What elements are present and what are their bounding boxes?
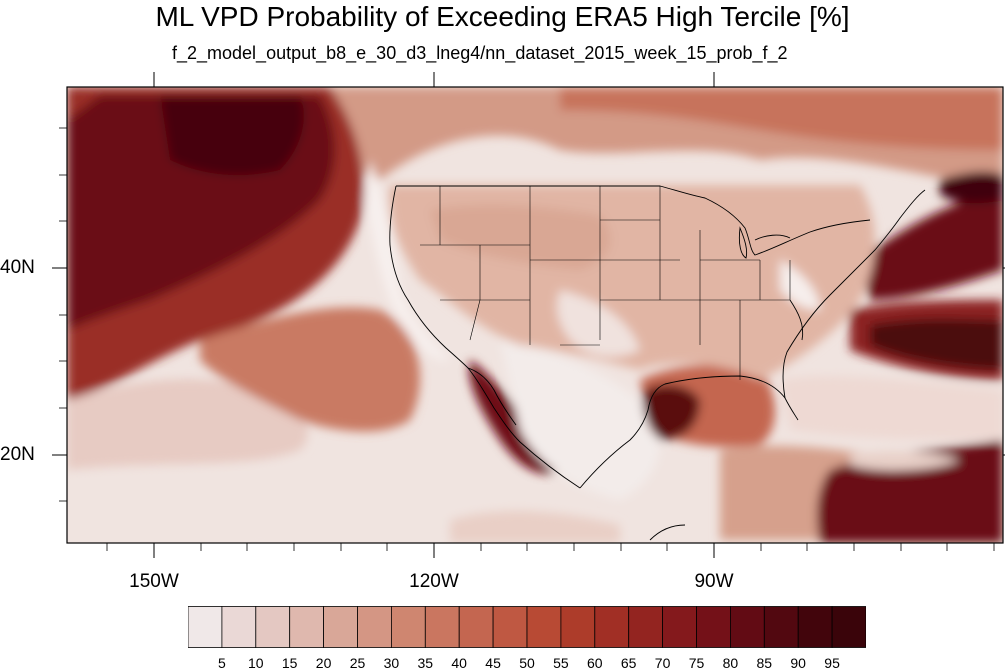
colorbar-box <box>696 606 731 648</box>
lon-label-150w: 150W <box>129 571 179 592</box>
coastlines <box>389 185 926 541</box>
colorbar-label: 5 <box>217 655 226 671</box>
probability-field <box>67 87 1003 543</box>
colorbar-box <box>458 606 494 648</box>
colorbar-box <box>390 606 426 648</box>
axis-ticks <box>52 72 1005 558</box>
colorbar-box <box>763 606 799 648</box>
colorbar-label: 95 <box>824 655 840 671</box>
colorbar-box <box>797 606 833 648</box>
colorbar-box <box>526 606 562 648</box>
colorbar-box <box>831 606 866 648</box>
lat-label-40n: 40N <box>0 257 35 278</box>
title: ML VPD Probability of Exceeding ERA5 Hig… <box>155 1 850 32</box>
state-boundaries <box>420 186 791 380</box>
colorbar-label: 80 <box>722 655 739 671</box>
colorbar-box <box>221 606 257 648</box>
colorbar-box <box>560 606 596 648</box>
colorbar-box <box>357 606 392 648</box>
colorbar <box>188 606 866 648</box>
colorbar-label: 70 <box>654 655 671 671</box>
colorbar-label: 15 <box>281 655 298 671</box>
colorbar-label: 65 <box>620 655 637 671</box>
map-panel <box>52 72 1005 558</box>
colorbar-box <box>662 606 697 648</box>
colorbar-label: 10 <box>248 655 264 671</box>
colorbar-label: 90 <box>790 655 806 671</box>
colorbar-label: 30 <box>383 655 400 671</box>
colorbar-label: 20 <box>315 655 332 671</box>
colorbar-label: 25 <box>349 655 366 671</box>
lon-label-120w: 120W <box>409 571 459 592</box>
colorbar-label: 75 <box>688 655 705 671</box>
colorbar-box <box>188 606 223 648</box>
colorbar-box <box>289 606 324 648</box>
lon-label-90w: 90W <box>694 571 734 592</box>
colorbar-label: 35 <box>417 655 434 671</box>
lat-label-20n: 20N <box>0 444 35 465</box>
colorbar-box <box>594 606 630 648</box>
subtitle: f_2_model_output_b8_e_30_d3_lneg4/nn_dat… <box>172 43 788 63</box>
colorbar-box <box>424 606 460 648</box>
colorbar-box <box>730 606 765 648</box>
colorbar-label: 85 <box>756 655 773 671</box>
colorbar-label: 60 <box>587 655 603 671</box>
colorbar-label: 50 <box>519 655 535 671</box>
colorbar-box <box>323 606 358 648</box>
colorbar-label: 55 <box>553 655 569 671</box>
colorbar-label: 40 <box>451 655 467 671</box>
colorbar-box <box>255 606 291 648</box>
colorbar-box <box>628 606 664 648</box>
colorbar-label: 45 <box>485 655 501 671</box>
colorbar-box <box>492 606 528 648</box>
